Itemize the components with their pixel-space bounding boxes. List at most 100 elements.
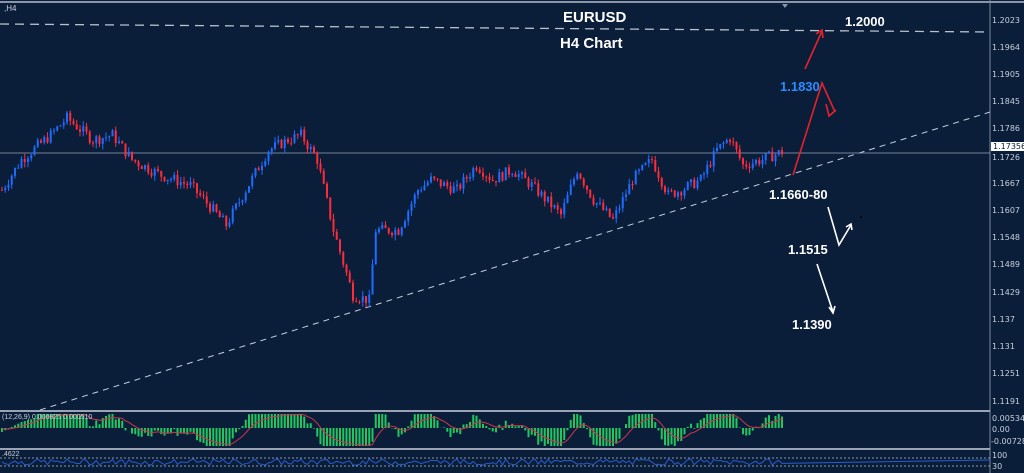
- candle: [677, 192, 679, 197]
- candle: [696, 180, 699, 189]
- candle: [27, 158, 29, 163]
- arrowhead-icon: [845, 222, 853, 231]
- arrow-down-to-1.1390: [816, 263, 834, 313]
- candle: [384, 224, 387, 229]
- candle: [420, 190, 423, 192]
- candle: [686, 182, 689, 190]
- candle: [20, 158, 23, 168]
- candle: [638, 169, 640, 171]
- candle: [352, 282, 354, 301]
- candle: [469, 177, 471, 179]
- candle: [53, 130, 55, 132]
- candle: [410, 203, 413, 211]
- y-tick-label: 1.1607: [992, 206, 1020, 216]
- candle: [293, 134, 296, 143]
- candle: [267, 151, 270, 162]
- candle: [251, 175, 254, 187]
- candle: [664, 186, 666, 193]
- candle: [339, 239, 341, 253]
- candle: [725, 139, 728, 143]
- arrow-up-to-1.1830: [792, 80, 836, 176]
- chart-title: EURUSD: [563, 9, 627, 26]
- candle: [40, 140, 42, 143]
- arrowhead-icon: [815, 28, 824, 39]
- candle: [248, 186, 250, 193]
- candle: [404, 221, 406, 228]
- candle: [244, 192, 247, 201]
- candle: [98, 136, 101, 144]
- candle: [296, 134, 299, 136]
- candle: [511, 174, 514, 176]
- candle: [345, 264, 348, 273]
- y-tick-label: 1.1667: [992, 178, 1020, 188]
- candle: [693, 179, 696, 189]
- candle: [423, 185, 426, 191]
- candle: [521, 172, 523, 175]
- candle: [586, 185, 588, 190]
- annotation-1.1830: 1.1830: [780, 79, 820, 94]
- candle: [426, 182, 429, 186]
- candle: [235, 203, 237, 209]
- candle: [7, 184, 10, 188]
- candle: [173, 175, 176, 180]
- candle: [264, 161, 267, 166]
- candle: [436, 178, 439, 180]
- candle: [368, 294, 371, 303]
- annotation-1.1660-80: 1.1660-80: [769, 187, 828, 202]
- candle: [387, 228, 390, 234]
- candle: [114, 130, 117, 144]
- candle: [670, 190, 673, 192]
- y-tick-label: 1.1191: [992, 396, 1020, 406]
- candle: [163, 176, 166, 182]
- candle: [322, 170, 325, 184]
- candle: [735, 142, 738, 150]
- candle: [1, 189, 3, 191]
- candle: [147, 165, 150, 173]
- candle: [274, 142, 276, 149]
- candle: [186, 183, 189, 186]
- candle: [667, 190, 670, 193]
- candle: [745, 164, 748, 167]
- candle: [287, 139, 289, 143]
- candle: [748, 166, 751, 168]
- candle: [14, 167, 16, 176]
- candle: [72, 120, 75, 125]
- candle: [218, 211, 221, 218]
- candle: [124, 143, 127, 157]
- candle: [573, 179, 575, 185]
- candle: [303, 129, 306, 142]
- candle: [712, 151, 715, 167]
- candle: [30, 154, 33, 159]
- macd-label: (12,26,9) 0.000825 0.000510: [2, 414, 93, 421]
- candle: [657, 171, 660, 178]
- arrow-bounce-1.1515: [827, 206, 852, 247]
- candle: [758, 160, 761, 165]
- candle: [579, 173, 582, 179]
- candle: [199, 193, 202, 196]
- candle: [647, 159, 650, 163]
- candle: [222, 216, 224, 218]
- candle: [582, 178, 585, 186]
- candle: [680, 192, 683, 196]
- candle: [215, 204, 218, 212]
- candle: [550, 196, 553, 208]
- candle: [433, 176, 436, 179]
- candle: [612, 216, 614, 219]
- candle: [443, 182, 445, 187]
- candle: [716, 148, 718, 152]
- candle: [326, 183, 328, 198]
- candle: [33, 146, 36, 155]
- chart-shift-marker: [782, 4, 788, 8]
- candle: [651, 159, 653, 161]
- candle: [602, 202, 605, 210]
- candle: [615, 210, 618, 219]
- candle: [134, 159, 137, 162]
- candle: [355, 300, 358, 302]
- candle: [283, 139, 286, 149]
- candle: [608, 208, 611, 217]
- candle: [105, 137, 107, 139]
- candle: [241, 200, 244, 203]
- candle: [101, 138, 104, 144]
- osc-tick: 100: [992, 451, 1008, 460]
